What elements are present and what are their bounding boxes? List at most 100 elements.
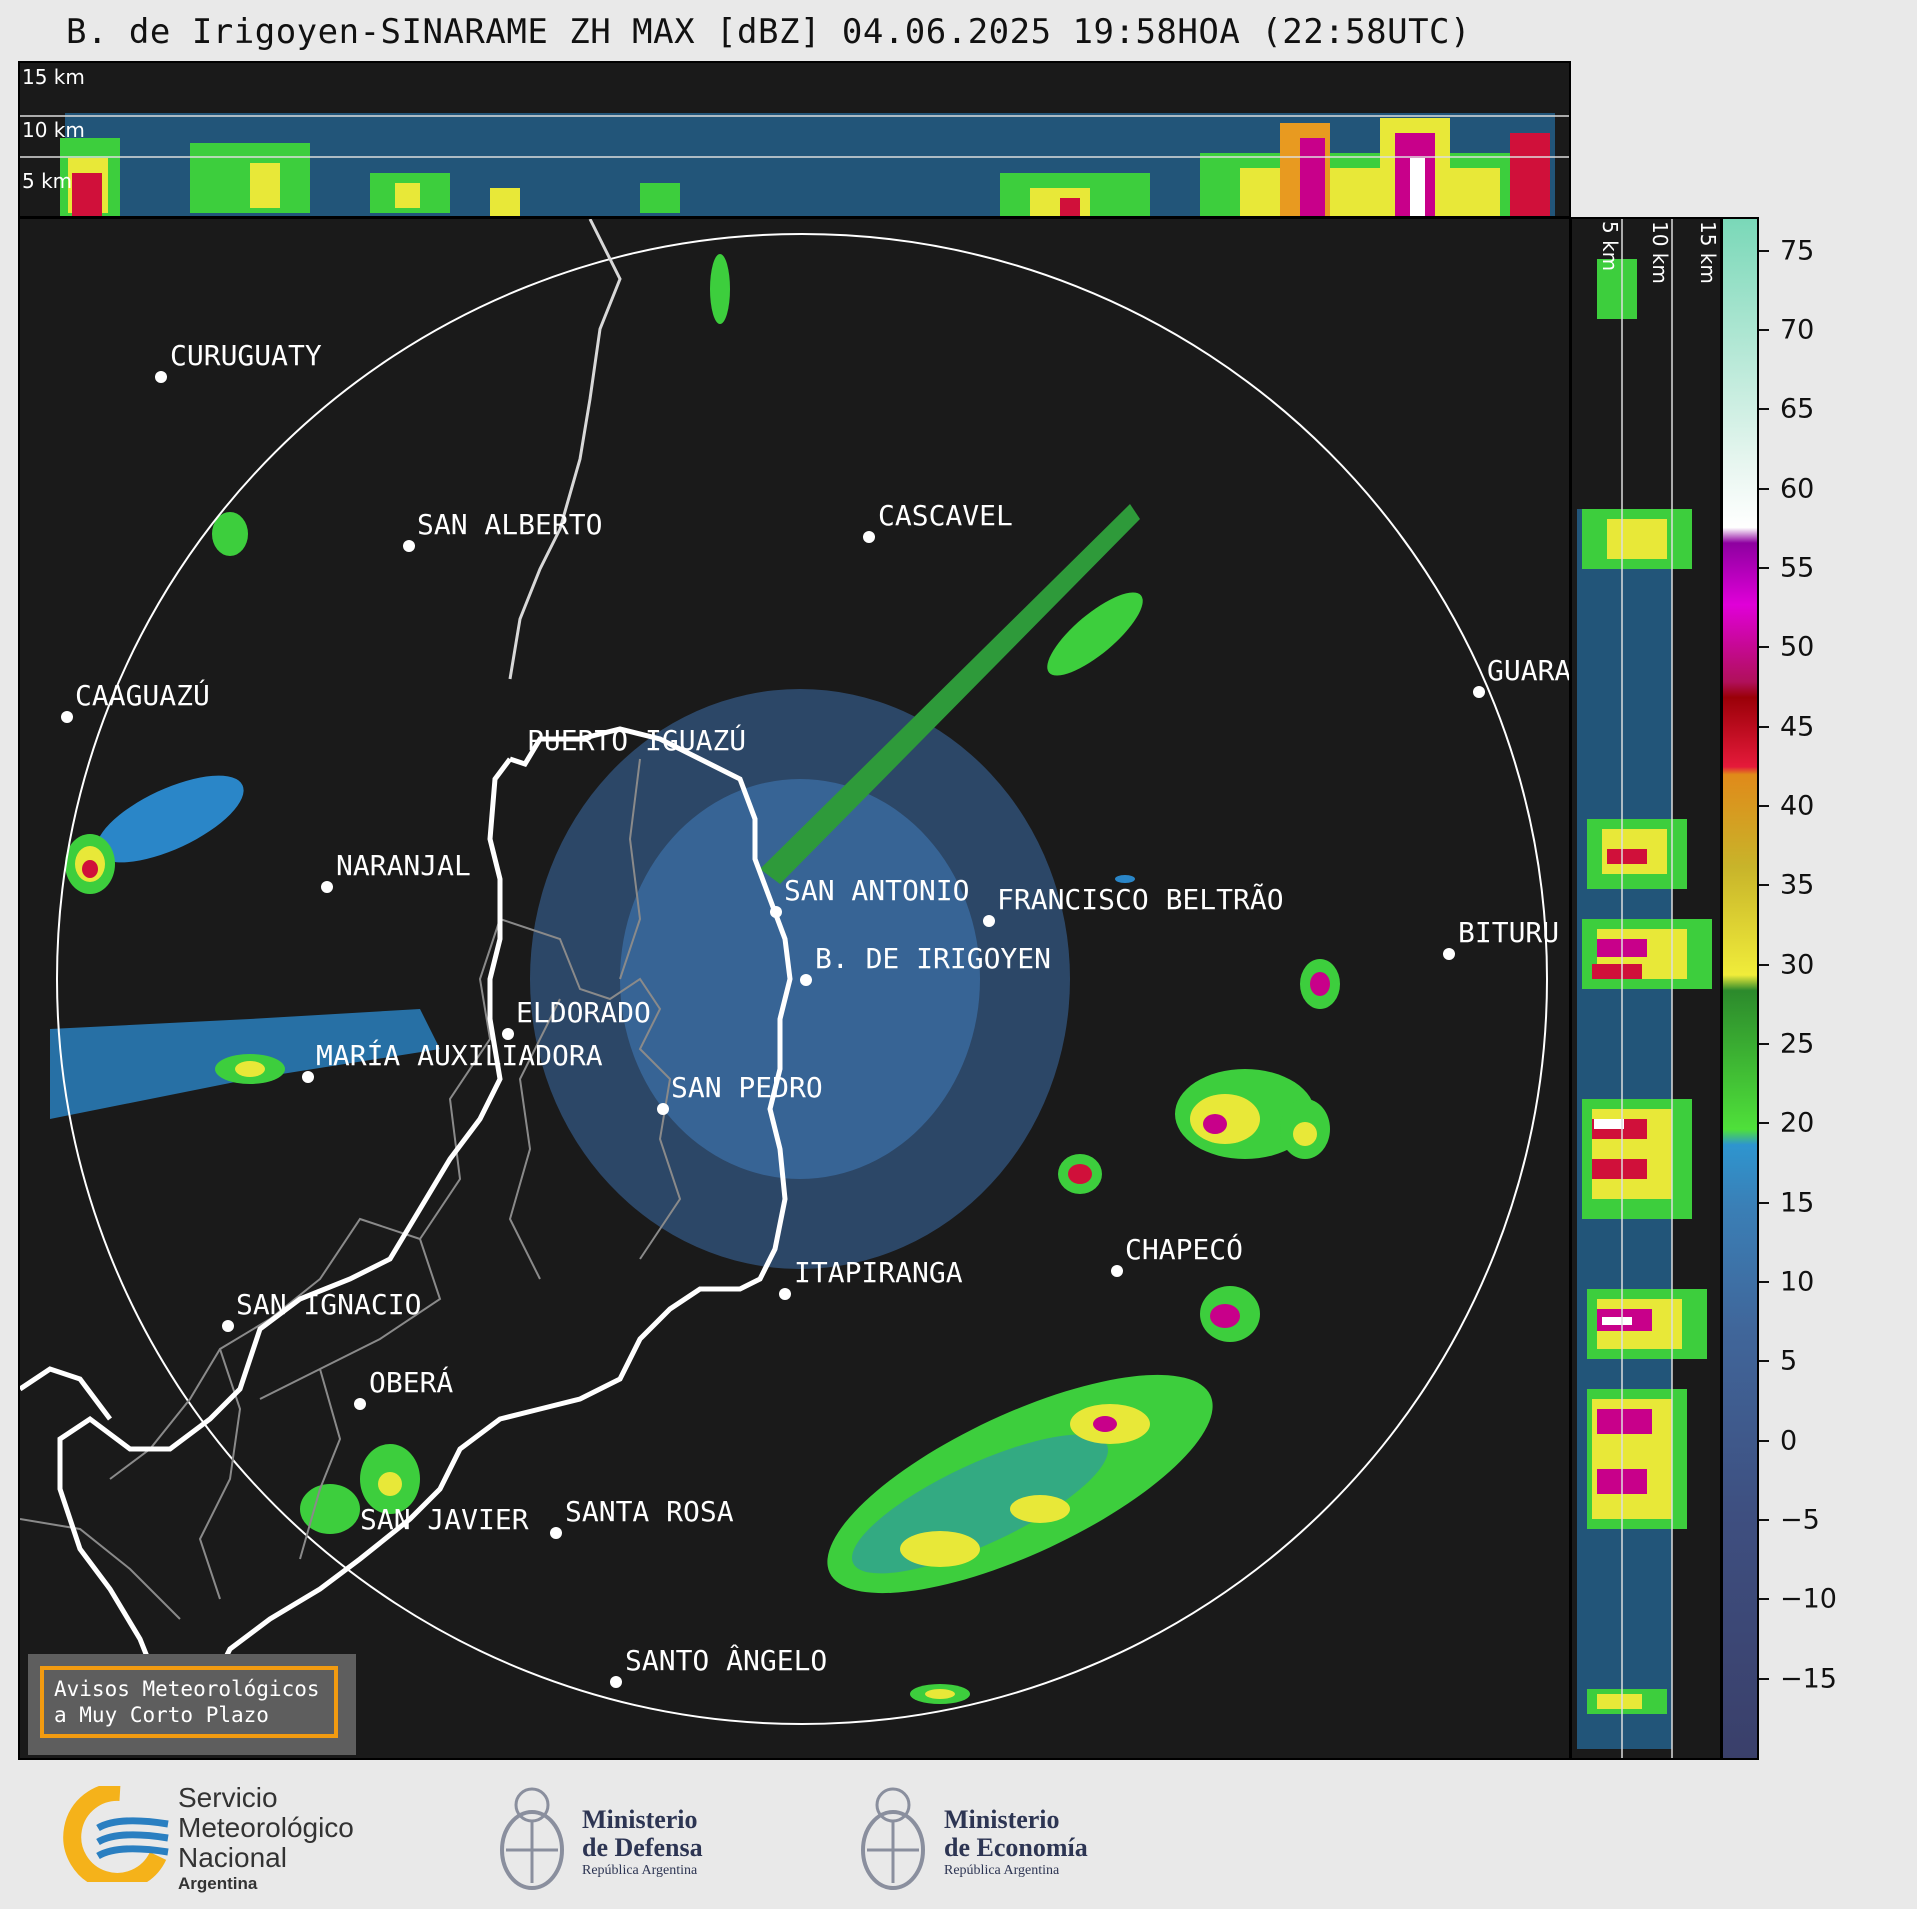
colorbar-tick-mark xyxy=(1759,487,1769,490)
city-label-obera: OBERÁ xyxy=(369,1366,454,1399)
colorbar-tick-mark xyxy=(1759,1439,1769,1442)
side-km-label-15: 15 km xyxy=(1696,221,1720,284)
colorbar-tick-label: 20 xyxy=(1780,1107,1815,1139)
warning-line-1: Avisos Meteorológicos xyxy=(54,1677,320,1701)
colorbar-tick-mark xyxy=(1759,1281,1769,1284)
colorbar-tick-label: 65 xyxy=(1780,393,1815,425)
defensa-name: Ministerio de Defensa República Argentin… xyxy=(582,1806,703,1880)
colorbar-tick-mark xyxy=(1759,805,1769,808)
city-label-san-antonio: SAN ANTONIO xyxy=(784,874,970,907)
colorbar-tick-mark xyxy=(1759,408,1769,411)
city-dot-itapiranga xyxy=(779,1288,791,1300)
smn-name: Servicio Meteorológico Nacional Argentin… xyxy=(178,1783,354,1895)
smn-logo-icon xyxy=(63,1782,169,1891)
city-label-cascavel: CASCAVEL xyxy=(878,499,1013,532)
city-label-curuguaty: CURUGUATY xyxy=(170,339,322,372)
range-ring xyxy=(56,233,1548,1725)
city-label-eldorado: ELDORADO xyxy=(516,996,651,1029)
colorbar-tick-mark xyxy=(1759,1043,1769,1046)
top-cross-section-plot xyxy=(20,113,1569,216)
colorbar-tick-label: 70 xyxy=(1780,314,1815,346)
colorbar-tick-label: 55 xyxy=(1780,552,1815,584)
city-label-puerto-iguazu: PUERTO IGUAZÚ xyxy=(527,724,747,757)
colorbar-tick-mark xyxy=(1759,329,1769,332)
colorbar-tick-label: 40 xyxy=(1780,790,1815,822)
warning-line-2: a Muy Corto Plazo xyxy=(54,1703,269,1727)
city-label-b-de-irigoyen: B. DE IRIGOYEN xyxy=(815,942,1052,975)
defensa-seal-icon xyxy=(494,1775,570,1895)
side-km-label-10: 10 km xyxy=(1648,221,1672,284)
city-label-san-ignacio: SAN IGNACIO xyxy=(236,1288,422,1321)
side-echoes xyxy=(1577,259,1712,1749)
colorbar-tick-label: 60 xyxy=(1780,473,1815,505)
top-cross-section-panel: 15 km 10 km 5 km xyxy=(18,61,1571,218)
city-label-santa-rosa: SANTA ROSA xyxy=(565,1495,734,1528)
top-km-label-10: 10 km xyxy=(22,118,85,142)
city-dot-cascavel xyxy=(863,531,875,543)
city-dot-san-pedro xyxy=(657,1103,669,1115)
colorbar-tick-label: 0 xyxy=(1780,1425,1798,1457)
colorbar-tick-mark xyxy=(1759,1122,1769,1125)
city-label-maria-auxiliadora: MARÍA AUXILIADORA xyxy=(316,1039,603,1072)
city-dots xyxy=(61,371,1485,1688)
top-km-label-15: 15 km xyxy=(22,65,85,89)
colorbar-tick-mark xyxy=(1759,1677,1769,1680)
city-dot-san-alberto xyxy=(403,540,415,552)
city-dot-obera xyxy=(354,1398,366,1410)
colorbar-tick-label: −10 xyxy=(1780,1583,1837,1615)
seal-icon xyxy=(861,1787,925,1890)
city-label-itapiranga: ITAPIRANGA xyxy=(794,1256,963,1289)
city-label-san-pedro: SAN PEDRO xyxy=(671,1071,823,1104)
economia-line-3: República Argentina xyxy=(944,1863,1060,1878)
radar-map xyxy=(20,219,1548,1725)
colorbar-tick-label: 30 xyxy=(1780,949,1815,981)
colorbar-tick-mark xyxy=(1759,1360,1769,1363)
city-dot-maria-auxiliadora xyxy=(302,1071,314,1083)
colorbar-tick-mark xyxy=(1759,963,1769,966)
city-dot-eldorado xyxy=(502,1028,514,1040)
side-cross-section-panel: 5 km 10 km 15 km xyxy=(1570,217,1722,1760)
warning-box-frame: Avisos Meteorológicos a Muy Corto Plazo xyxy=(40,1666,338,1738)
colorbar-tick-label: 35 xyxy=(1780,869,1815,901)
city-dot-francisco-beltrao xyxy=(983,915,995,927)
colorbar-tick-label: 5 xyxy=(1780,1345,1798,1377)
colorbar-tick-mark xyxy=(1759,646,1769,649)
city-dot-chapeco xyxy=(1111,1265,1123,1277)
city-label-guara: GUARA xyxy=(1487,654,1571,687)
colorbar-tick-mark xyxy=(1759,249,1769,252)
smn-line-3: Nacional xyxy=(178,1842,287,1873)
city-dot-san-antonio xyxy=(770,906,782,918)
side-cross-section-plot xyxy=(1577,219,1712,1758)
city-label-san-alberto: SAN ALBERTO xyxy=(417,508,603,541)
colorbar-tick-label: 75 xyxy=(1780,235,1815,267)
defensa-line-1: Ministerio xyxy=(582,1805,698,1834)
city-label-san-javier: SAN JAVIER xyxy=(360,1503,529,1536)
economia-line-2: de Economía xyxy=(944,1833,1088,1862)
side-km-label-5: 5 km xyxy=(1598,221,1622,272)
radar-map-panel: CURUGUATY SAN ALBERTO CASCAVEL CAAGUAZÚ … xyxy=(18,217,1571,1760)
precip-cells xyxy=(65,254,1340,1704)
colorbar-tick-label: 15 xyxy=(1780,1187,1815,1219)
economia-line-1: Ministerio xyxy=(944,1805,1060,1834)
colorbar-tick-mark xyxy=(1759,725,1769,728)
colorbar-tick-mark xyxy=(1759,884,1769,887)
city-dot-bituru xyxy=(1443,948,1455,960)
smn-line-2: Meteorológico xyxy=(178,1812,354,1843)
colorbar-tick-label: 45 xyxy=(1780,711,1815,743)
city-dot-guara xyxy=(1473,686,1485,698)
top-km-label-5: 5 km xyxy=(22,169,73,193)
city-dot-santo-angelo xyxy=(610,1676,622,1688)
city-dot-b-de-irigoyen xyxy=(800,974,812,986)
city-dot-san-ignacio xyxy=(222,1320,234,1332)
colorbar-tick-mark xyxy=(1759,1519,1769,1521)
city-label-francisco-beltrao: FRANCISCO BELTRÃO xyxy=(997,883,1284,916)
colorbar-tick-mark xyxy=(1759,1201,1769,1204)
colorbar-tick-label: −15 xyxy=(1780,1663,1837,1695)
warning-box[interactable]: Avisos Meteorológicos a Muy Corto Plazo xyxy=(28,1654,356,1755)
paraguay-brazil-border xyxy=(508,219,622,680)
colorbar-gradient xyxy=(1723,219,1757,1758)
colorbar-tick-label: 10 xyxy=(1780,1266,1815,1298)
smn-line-1: Servicio xyxy=(178,1782,278,1813)
city-label-caaguazu: CAAGUAZÚ xyxy=(75,679,210,712)
colorbar-tick-label: 50 xyxy=(1780,631,1815,663)
